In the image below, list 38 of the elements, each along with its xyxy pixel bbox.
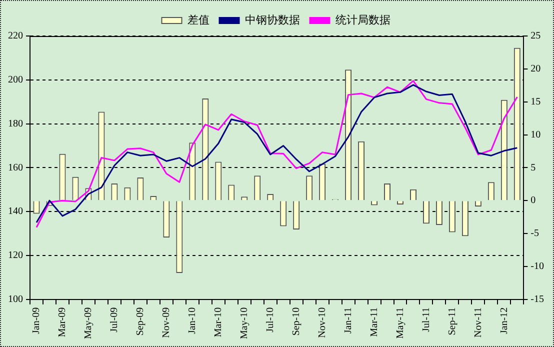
y-tick-label: 120 <box>8 250 23 262</box>
y2-tick-label: 25 <box>530 30 541 42</box>
x-tick-label: Jul-09 <box>109 307 120 332</box>
legend-label: 差值 <box>187 13 210 26</box>
x-tick-label: Sep-09 <box>135 307 146 336</box>
x-tick-label: Nov-11 <box>472 307 484 338</box>
x-tick-label: Nov-10 <box>316 307 328 338</box>
y2-tick-label: -15 <box>530 294 544 305</box>
y-tick-label: 200 <box>8 74 23 86</box>
y2-tick-label: -10 <box>530 261 544 272</box>
y2-tick-label: 10 <box>530 129 541 140</box>
x-tick-label: Mar-11 <box>368 307 380 337</box>
x-tick-label: May-11 <box>394 307 406 339</box>
x-tick-label: Sep-11 <box>446 307 458 336</box>
legend-label: 中钢协数据 <box>244 13 300 26</box>
x-tick-label: Jan-09 <box>31 307 42 334</box>
y2-tick-label: 15 <box>530 96 541 108</box>
x-tick-label: Nov-09 <box>161 307 172 338</box>
y2-tick-label: -5 <box>530 228 540 240</box>
legend-label: 统计局数据 <box>335 13 390 26</box>
x-tick-label: Jul-11 <box>420 307 432 332</box>
y-tick-label: 160 <box>8 162 23 174</box>
x-tick-label: Sep-10 <box>290 307 302 336</box>
x-tick-label: Mar-10 <box>213 307 224 338</box>
y2-tick-label: 5 <box>530 162 536 174</box>
y-tick-label: 140 <box>8 206 23 218</box>
y2-tick-label: 20 <box>530 64 541 75</box>
x-tick-label: May-10 <box>238 307 250 340</box>
y-tick-label: 180 <box>8 118 23 130</box>
x-tick-label: Mar-09 <box>57 307 68 338</box>
y-tick-label: 220 <box>8 30 23 42</box>
x-tick-label: May-09 <box>83 307 94 340</box>
y2-tick-label: 0 <box>530 195 536 206</box>
x-tick-label: Jul-10 <box>264 307 276 332</box>
x-tick-label: Jan-12 <box>498 307 510 334</box>
x-tick-label: Jan-10 <box>187 307 198 334</box>
y-tick-label: 100 <box>8 294 23 305</box>
x-tick-label: Jan-11 <box>342 307 354 334</box>
